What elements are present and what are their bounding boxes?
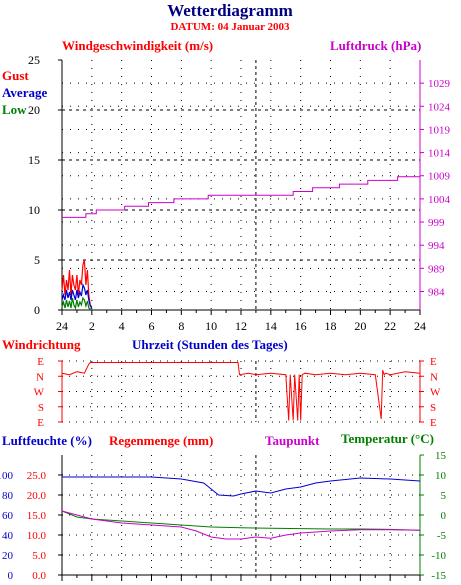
series-taupunkt — [61, 510, 421, 540]
direction-left-label: N — [36, 371, 44, 383]
pressure-title: Luftdruck (hPa) — [330, 38, 421, 53]
humidity-y-tick-label: 20 — [2, 550, 14, 562]
series-low — [61, 296, 93, 311]
direction-left-label: W — [34, 387, 45, 399]
series-temperatur — [61, 510, 421, 531]
pressure-y-tick-label: 984 — [428, 286, 445, 298]
pressure-y-tick-label: 999 — [428, 217, 445, 229]
temperature-y-tick-label: 10 — [435, 470, 447, 482]
temperature-title: Temperatur (°C) — [341, 431, 434, 446]
rain-y-tick-label: 15.0 — [27, 510, 47, 522]
direction-right-label: S — [430, 402, 436, 414]
legend-gust: Gust — [2, 68, 29, 83]
x-axis-title: Uhrzeit (Stunden des Tages) — [132, 337, 288, 352]
wind-x-tick-label: 6 — [149, 319, 155, 333]
wind-x-tick-label: 10 — [205, 319, 217, 333]
temperature-y-tick-label: 5 — [441, 490, 447, 502]
wind-x-tick-label: 14 — [265, 319, 277, 333]
wind-x-tick-label: 12 — [235, 319, 247, 333]
wind-x-tick-label: 8 — [178, 319, 184, 333]
rain-y-tick-label: 5.0 — [32, 550, 46, 562]
wind-y-tick-label: 5 — [34, 253, 40, 267]
pressure-y-tick-label: 1009 — [428, 171, 451, 183]
humidity-y-tick-label: 60 — [2, 510, 14, 522]
wind-y-tick-label: 15 — [28, 153, 40, 167]
temperature-y-tick-label: -15 — [431, 570, 446, 582]
series-luftfeuchte — [62, 476, 421, 497]
pressure-y-tick-label: 1024 — [428, 101, 451, 113]
temperature-y-tick-label: -5 — [437, 530, 447, 542]
wind-y-tick-label: 0 — [34, 303, 40, 317]
series-average — [61, 282, 93, 309]
series-windrichtung — [61, 362, 421, 421]
temperature-y-tick-label: 15 — [435, 450, 447, 462]
wind-x-tick-label: 4 — [119, 319, 125, 333]
page-date: DATUM: 04 Januar 2003 — [170, 21, 290, 33]
pressure-y-tick-label: 1019 — [428, 124, 451, 136]
dewpoint-title: Taupunkt — [265, 433, 320, 448]
rain-y-tick-label: 10.0 — [27, 530, 47, 542]
direction-right-label: E — [430, 417, 437, 429]
pressure-y-tick-label: 1004 — [428, 194, 451, 206]
direction-left-label: S — [38, 402, 44, 414]
wind-x-tick-label: 20 — [354, 319, 366, 333]
direction-right-label: N — [430, 371, 438, 383]
humidity-y-tick-label: 80 — [2, 490, 14, 502]
legend-low: Low — [2, 102, 27, 117]
legend-average: Average — [2, 85, 47, 100]
direction-right-label: W — [430, 387, 441, 399]
temperature-y-tick-label: 0 — [441, 510, 447, 522]
wind-x-tick-label: 2 — [89, 319, 95, 333]
series-luftdruck — [62, 176, 420, 218]
wind-y-tick-label: 25 — [28, 53, 40, 67]
humidity-title: Luftfeuchte (%) — [2, 433, 92, 448]
humidity-y-tick-label: 0 — [8, 570, 14, 582]
direction-right-label: E — [430, 356, 437, 368]
rain-y-tick-label: 25.0 — [27, 470, 47, 482]
direction-left-label: E — [37, 356, 44, 368]
wind-x-tick-label: 24 — [56, 319, 68, 333]
wind-x-tick-label: 18 — [325, 319, 337, 333]
rain-y-tick-label: 0.0 — [32, 570, 46, 582]
temperature-y-tick-label: -10 — [431, 550, 446, 562]
pressure-y-tick-label: 994 — [428, 240, 445, 252]
wind-y-tick-label: 20 — [28, 103, 40, 117]
wind-x-tick-label: 22 — [384, 319, 396, 333]
page-title: Wetterdiagramm — [167, 1, 293, 20]
wind-y-tick-label: 10 — [28, 203, 40, 217]
series-gust — [61, 259, 93, 308]
direction-left-label: E — [37, 417, 44, 429]
humidity-y-tick-label: 100 — [0, 470, 14, 482]
humidity-y-tick-label: 40 — [2, 530, 14, 542]
rain-y-tick-label: 20.0 — [27, 490, 47, 502]
rain-title: Regenmenge (mm) — [109, 433, 213, 448]
wind-x-tick-label: 16 — [295, 319, 307, 333]
pressure-y-tick-label: 1014 — [428, 148, 451, 160]
chart-marks: 0510152025984989994999100410091014101910… — [0, 53, 451, 582]
wind-direction-title: Windrichtung — [2, 337, 81, 352]
wind-speed-title: Windgeschwindigkeit (m/s) — [62, 38, 213, 53]
pressure-y-tick-label: 1029 — [428, 78, 451, 90]
wind-x-tick-label: 24 — [414, 319, 426, 333]
pressure-y-tick-label: 989 — [428, 263, 445, 275]
